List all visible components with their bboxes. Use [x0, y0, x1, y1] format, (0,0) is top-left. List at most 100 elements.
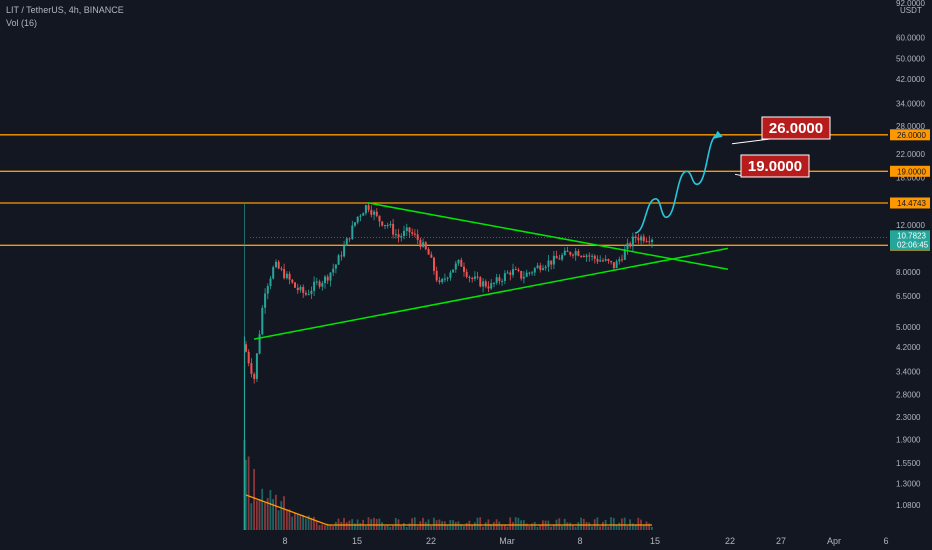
volume-bar — [536, 526, 539, 530]
candle-body — [340, 255, 343, 257]
time-axis-label: 27 — [776, 536, 786, 546]
candle-body — [580, 255, 583, 257]
volume-bar — [296, 514, 299, 530]
candle-body — [631, 236, 634, 247]
volume-bar — [359, 523, 362, 530]
trendline-lower[interactable] — [253, 247, 729, 340]
candle-body — [479, 277, 482, 287]
candle-body — [449, 272, 452, 278]
price-level-tag — [890, 129, 930, 141]
time-axis-label: 6 — [883, 536, 888, 546]
candle-body — [552, 255, 555, 265]
volume-bar — [405, 527, 408, 530]
volume-bar — [637, 517, 640, 530]
volume-bar — [291, 516, 294, 530]
candle-body — [626, 243, 629, 250]
volume-bar — [493, 522, 495, 530]
price-axis-label: 1.0800 — [896, 501, 921, 510]
candle-body — [522, 276, 525, 279]
current-price-label: 10.7823 — [897, 231, 926, 240]
candle-body — [364, 205, 367, 214]
volume-bar — [416, 526, 419, 530]
volume-bar — [258, 499, 261, 530]
volume-bar — [566, 522, 569, 530]
candle-body — [337, 255, 340, 265]
horizontal-levels[interactable] — [0, 134, 888, 246]
candle-body — [558, 258, 561, 260]
volume-bar — [266, 498, 269, 530]
price-axis-label: 5.0000 — [896, 323, 921, 332]
volume-bar — [528, 526, 531, 530]
price-axis-label: 60.0000 — [896, 33, 925, 42]
price-axis-label: 4.2000 — [896, 343, 921, 352]
callout-box[interactable] — [761, 116, 831, 140]
candle-body — [490, 283, 493, 289]
price-axis[interactable]: 92.0000 USDT 60.0000 50.0000 42.0000 34.000… — [896, 0, 925, 510]
symbol-title[interactable]: LIT / TetherUS, 4h, BINANCE — [6, 5, 124, 15]
price-axis-label: 18.0000 — [896, 174, 925, 183]
candle-body — [525, 272, 528, 277]
candle-body — [343, 245, 346, 257]
time-axis[interactable]: 8 15 22 Mar 8 15 22 27 Apr 6 — [282, 536, 888, 546]
volume-bar — [539, 524, 542, 530]
volume-indicator-title[interactable]: Vol (16) — [6, 18, 38, 28]
candle-body — [302, 286, 305, 293]
price-callouts[interactable]: 26.0000 19.0000 — [731, 116, 831, 178]
volume-bar — [476, 517, 479, 530]
volume-bar — [302, 514, 304, 530]
volume-bar — [621, 518, 623, 530]
candle-body — [255, 353, 258, 379]
price-axis-label: 12.0000 — [896, 221, 925, 230]
price-axis-tags: 26.000019.000014.474310.065010.782302:06… — [890, 129, 930, 251]
candle-body — [452, 269, 455, 273]
price-level-tag — [890, 197, 930, 209]
candle-body — [247, 351, 250, 364]
volume-bar — [400, 525, 403, 530]
volume-bar — [288, 509, 291, 530]
volume-bar — [580, 517, 582, 530]
candle-body — [441, 278, 444, 283]
price-level-tag-label: 14.4743 — [897, 199, 926, 208]
volume-bar — [253, 468, 255, 530]
volume-bar — [634, 524, 637, 530]
candle-body — [621, 259, 623, 261]
callout-box[interactable] — [740, 154, 810, 178]
volume-bar — [264, 502, 266, 530]
time-axis-label: 8 — [282, 536, 287, 546]
trendlines[interactable] — [253, 202, 729, 340]
candle-body — [264, 293, 267, 308]
candle-body — [498, 277, 501, 281]
trendline-upper[interactable] — [367, 202, 729, 270]
volume-bar — [321, 524, 324, 530]
candle-body — [618, 259, 621, 262]
candle-body — [503, 273, 506, 281]
volume-bar — [329, 525, 332, 530]
volume-bar — [430, 526, 433, 530]
volume-bar — [345, 522, 348, 530]
candle-body — [307, 293, 310, 295]
volume-bar — [645, 521, 648, 530]
candle-body — [411, 232, 414, 234]
candle-body — [460, 259, 463, 267]
volume-bar — [550, 526, 552, 530]
time-axis-label: 15 — [352, 536, 362, 546]
candle-body — [547, 260, 550, 267]
price-axis-label: 1.5500 — [896, 459, 921, 468]
candle-body — [446, 277, 449, 279]
candle-body — [542, 268, 544, 270]
volume-bar — [506, 526, 509, 530]
candle-body — [422, 242, 425, 247]
volume-bar — [525, 523, 528, 530]
candle-body — [509, 272, 512, 275]
projection-arrow-path[interactable] — [634, 134, 718, 234]
candle-body — [463, 266, 465, 272]
volume-bar — [607, 526, 610, 530]
volume-bar — [433, 517, 435, 530]
volume-bar — [561, 526, 563, 530]
volume-bar — [269, 490, 272, 530]
volume-bar — [272, 499, 274, 530]
volume-bar — [381, 522, 383, 530]
candle-body — [512, 269, 514, 275]
candle-body — [403, 230, 405, 236]
